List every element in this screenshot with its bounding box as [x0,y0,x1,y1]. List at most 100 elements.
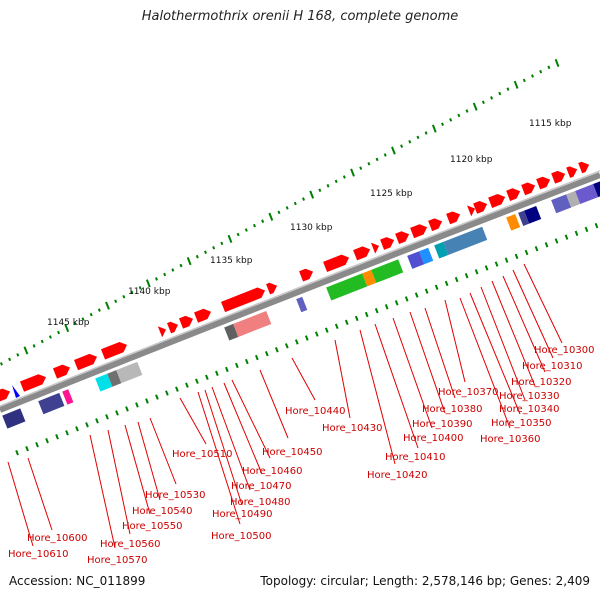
scale-tick [57,330,61,335]
gene-arrow [100,341,128,360]
inner-tick [554,238,559,244]
inner-tick [524,249,529,256]
gene-label[interactable]: Hore_10480 [230,497,291,508]
gene-label[interactable]: Hore_10440 [285,406,346,417]
gene-label[interactable]: Hore_10610 [8,549,69,560]
scale-tick [342,175,346,179]
gene-label[interactable]: Hore_10430 [322,423,383,434]
gene-arrow [380,237,395,250]
scale-label: 1125 kbp [370,189,413,199]
gene-arrow [428,218,443,232]
inner-tick [444,280,449,287]
gene-arrow [19,374,46,392]
gene-block [371,259,404,283]
gene-label[interactable]: Hore_10320 [511,377,572,388]
gene-label[interactable]: Hore_10350 [491,418,552,429]
gene-label[interactable]: Hore_10600 [27,533,88,544]
scale-tick [0,362,3,366]
gene-label[interactable]: Hore_10370 [438,387,499,398]
gene-label[interactable]: Hore_10310 [522,361,583,372]
inner-tick [454,276,459,283]
scale-tick [424,131,428,135]
gene-arrow [566,166,578,178]
gene-label[interactable]: Hore_10340 [499,404,560,415]
inner-tick [75,426,79,432]
gene-label[interactable]: Hore_10400 [403,433,464,444]
gene-label[interactable]: Hore_10540 [132,506,193,517]
inner-tick [304,335,309,341]
gene-label[interactable]: Hore_10390 [412,419,473,430]
gene-label[interactable]: Hore_10330 [499,391,560,402]
scale-tick [431,124,437,133]
gene-arrow [194,308,212,323]
gene-label[interactable]: Hore_10500 [211,531,272,542]
gene-arrow [473,201,488,214]
gene-label[interactable]: Hore_10380 [422,404,483,415]
gene-arrow [371,242,380,254]
scale-tick [531,74,534,78]
gene-block [575,184,599,205]
inner-tick [334,323,339,329]
inner-tick [264,350,269,357]
inner-tick [65,430,69,436]
leader-line [259,369,289,439]
inner-tick [574,230,579,236]
inner-tick [364,311,369,318]
gene-label[interactable]: Hore_10360 [480,434,541,445]
gene-label[interactable]: Hore_10410 [385,452,446,463]
gene-block [506,214,521,231]
gene-label[interactable]: Hore_10420 [367,470,428,481]
inner-tick [384,304,389,310]
scale-tick [513,80,519,89]
inner-tick [125,406,129,412]
scale-tick [261,219,265,223]
gene-label[interactable]: Hore_10490 [212,509,273,520]
gene-arrow [395,231,410,244]
leader-line [211,386,251,491]
genome-backbone [0,170,600,413]
gene-block [224,323,239,341]
gene-arrow [578,161,590,174]
scale-tick [122,294,126,299]
gene-label[interactable]: Hore_10510 [172,449,233,460]
gene-arrow [353,246,371,261]
inner-tick [205,374,209,380]
backbone-highlight [0,170,600,407]
gene-label[interactable]: Hore_10470 [231,481,292,492]
gene-label[interactable]: Hore_10450 [262,447,323,458]
gene-label[interactable]: Hore_10550 [122,521,183,532]
map-title: Halothermothrix orenii H 168, complete g… [141,9,459,24]
gene-label[interactable]: Hore_10300 [534,345,595,356]
leader-line [223,382,263,475]
scale-tick [163,272,167,277]
scale-tick [326,184,330,188]
inner-tick [294,339,299,345]
gene-arrow [410,224,428,239]
leader-line [27,457,53,531]
scale-tick [359,166,363,170]
scale-tick [23,346,29,355]
gene-arrow [506,188,521,201]
scale-tick [457,113,461,118]
scale-tick [40,339,44,344]
gene-label[interactable]: Hore_10530 [145,490,206,501]
scale-tick [73,321,77,326]
inner-tick [354,315,359,322]
scale-tick [441,122,444,126]
inner-tick [235,362,239,369]
inner-tick [45,438,49,444]
gene-block [551,194,572,214]
inner-tick [394,300,399,306]
origin-marker-icon [12,385,20,398]
gene-block [419,247,434,265]
scale-tick [490,96,494,100]
scale-tick [179,263,183,268]
gene-label[interactable]: Hore_10560 [100,539,161,550]
gene-label[interactable]: Hore_10460 [242,466,303,477]
gene-label[interactable]: Hore_10570 [87,555,148,566]
scale-tick [391,146,396,155]
gene-block [116,361,143,384]
inner-tick [464,273,469,279]
scale-tick [130,290,134,295]
gene-arrow [488,194,506,208]
